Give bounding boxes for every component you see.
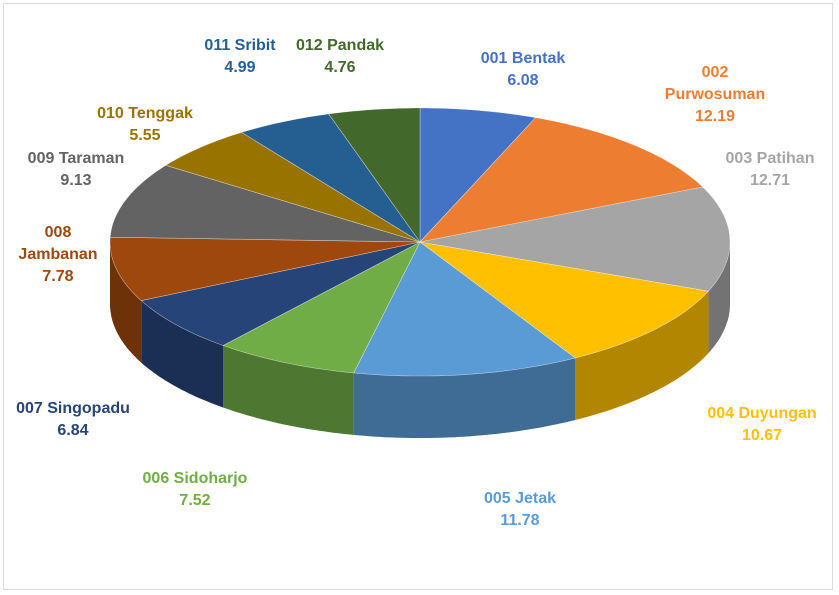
value-label: 6.84 [57,422,89,439]
category-label: 001 Bentak [480,50,566,67]
category-label: 003 Patihan [725,150,815,167]
data-label: 010 Tenggak 5.55 [80,103,210,147]
category-label: 008 Jambanan [18,224,98,263]
category-label: 006 Sidoharjo [142,470,248,487]
slice [240,113,421,243]
data-label: 009 Taraman 9.13 [11,148,141,192]
value-label: 11.78 [500,512,540,529]
value-label: 12.19 [694,108,736,125]
data-label: 002 Purwosuman 12.19 [660,62,770,128]
slice-side-shade [708,242,730,354]
category-label: 007 Singopadu [16,400,130,417]
slice [419,186,731,292]
slice-side-shade [353,358,576,438]
category-label: 009 Taraman [27,150,125,167]
slice-side [353,358,576,438]
slice [109,164,421,243]
data-label: 001 Bentak 6.08 [463,48,583,92]
data-label: 007 Singopadu 6.84 [0,398,148,442]
category-label: 012 Pandak [295,37,385,54]
data-label: 011 Sribit 4.99 [180,35,300,79]
value-label: 4.99 [224,59,256,76]
category-label: 004 Duyungan [707,405,817,422]
slice-side [223,345,354,435]
data-label: 008 Jambanan 7.78 [18,222,98,288]
value-label: 6.08 [507,72,539,89]
category-label: 002 Purwosuman [664,64,766,103]
slice [140,241,421,346]
slice [328,107,421,243]
data-label: 005 Jetak 11.78 [460,488,580,532]
slice [109,236,421,301]
value-label: 4.76 [324,59,356,76]
data-label: 004 Duyungan 10.67 [687,403,837,447]
slice [419,241,710,359]
slice [419,117,704,243]
value-label: 10.67 [741,427,783,444]
category-label: 005 Jetak [483,490,557,507]
data-label: 003 Patihan 12.71 [705,148,835,192]
category-label: 010 Tenggak [97,105,193,122]
slice-side [708,242,730,354]
slice-side-shade [223,345,354,435]
value-label: 9.13 [60,172,92,189]
slice [165,132,421,243]
data-label: 012 Pandak 4.76 [280,35,400,79]
slice-side [141,300,224,408]
slice [419,107,537,243]
value-label: 5.55 [129,127,161,144]
category-label: 011 Sribit [204,37,276,54]
chart-frame [3,3,833,590]
value-label: 7.78 [42,268,74,285]
data-label: 006 Sidoharjo 7.52 [120,468,270,512]
slice-side-shade [575,291,709,420]
slice-side [575,291,709,420]
slice-side-shade [141,300,224,408]
value-label: 7.52 [179,492,211,509]
slice [353,241,576,377]
value-label: 12.71 [749,172,791,189]
slice [222,241,421,374]
